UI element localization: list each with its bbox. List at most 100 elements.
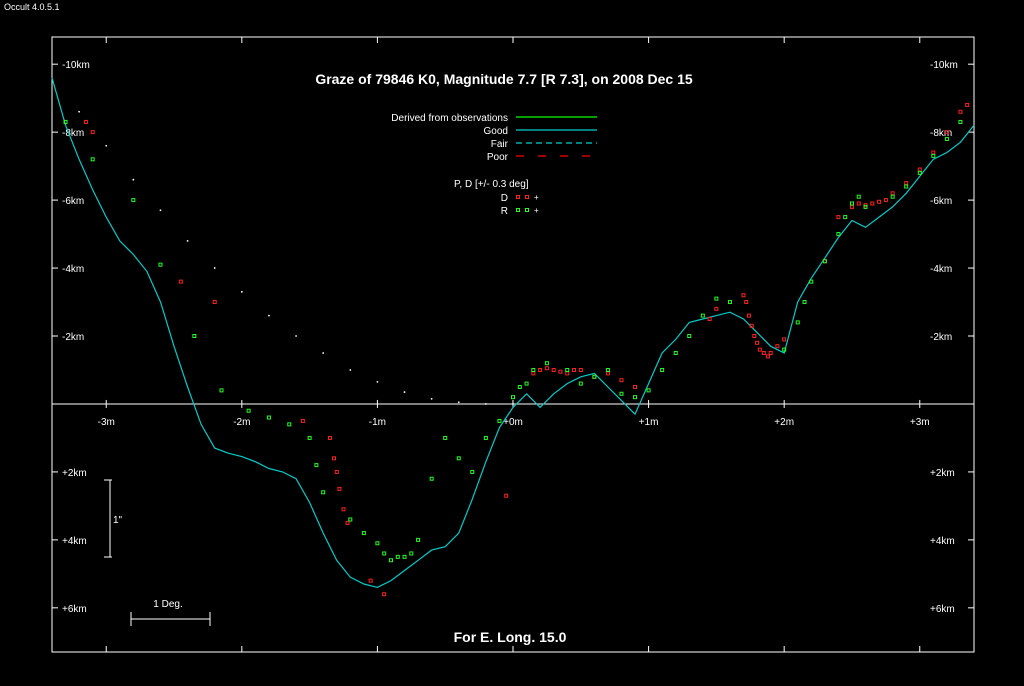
point-R xyxy=(822,259,827,264)
x-tick-label: +3m xyxy=(910,417,930,428)
x-tick-label: +1m xyxy=(639,417,659,428)
point-R xyxy=(531,367,536,372)
point-D xyxy=(904,181,909,186)
point-D xyxy=(757,347,762,352)
y-tick-label-right: +4km xyxy=(930,536,955,547)
point-D xyxy=(870,201,875,206)
point-R xyxy=(544,361,549,366)
point-D xyxy=(334,469,339,474)
point-D xyxy=(332,456,337,461)
point-D xyxy=(744,300,749,305)
point-D xyxy=(931,150,936,155)
x-tick-label: -1m xyxy=(369,417,386,428)
point-D xyxy=(856,201,861,206)
point-D xyxy=(836,215,841,220)
point-R xyxy=(687,334,692,339)
point-R xyxy=(266,415,271,420)
legend: Derived from observations Good Fair Poor P, … xyxy=(391,113,597,217)
limb-profile-layer xyxy=(51,77,975,589)
point-R xyxy=(843,215,848,220)
point-D xyxy=(178,279,183,284)
point-R xyxy=(958,119,963,124)
point-D xyxy=(965,102,970,107)
y-tick-label-left: -4km xyxy=(62,264,84,275)
point-D xyxy=(958,109,963,114)
point-R xyxy=(565,367,570,372)
point-D xyxy=(746,313,751,318)
y-tick-label-left: +4km xyxy=(62,536,87,547)
point-R xyxy=(456,456,461,461)
legend-line-label: Poor xyxy=(487,152,509,163)
point-D xyxy=(538,367,543,372)
point-D xyxy=(368,578,373,583)
point-D xyxy=(504,493,509,498)
y-tick-label-left: -8km xyxy=(62,128,84,139)
y-tick-label-right: -10km xyxy=(930,60,958,71)
y-tick-label-left: -6km xyxy=(62,196,84,207)
point-D xyxy=(755,340,760,345)
point-R xyxy=(524,381,529,386)
point-R xyxy=(219,388,224,393)
point-D xyxy=(782,337,787,342)
point-D xyxy=(300,418,305,423)
center-track-dot xyxy=(484,403,487,405)
y-tick-label-right: -6km xyxy=(930,196,952,207)
legend-line-label: Fair xyxy=(491,139,509,150)
point-R xyxy=(782,347,787,352)
y-tick-label-left: -10km xyxy=(62,60,90,71)
point-D xyxy=(382,592,387,597)
point-R xyxy=(700,313,705,318)
point-D xyxy=(633,384,638,389)
x-tick-label: -2m xyxy=(233,417,250,428)
center-track-dot xyxy=(376,380,379,383)
legend-line-label: Good xyxy=(484,126,508,137)
center-track-dot xyxy=(78,110,81,113)
center-track-dot xyxy=(322,352,325,354)
point-R xyxy=(409,551,414,556)
point-R xyxy=(849,201,854,206)
point-R xyxy=(395,554,400,559)
horizontal-scale-bar: 1 Deg. xyxy=(130,599,211,626)
point-R xyxy=(836,232,841,237)
x-tick-label: +0m xyxy=(503,417,523,428)
y-tick-label-left: +6km xyxy=(62,604,87,615)
point-R xyxy=(131,198,136,203)
vertical-scale-bar: 1" xyxy=(104,479,123,558)
chart-footer: For E. Long. 15.0 xyxy=(454,629,567,645)
point-D xyxy=(83,119,88,124)
legend-marker-plus: + xyxy=(534,206,539,215)
legend-marker-swatch xyxy=(516,195,520,199)
point-R xyxy=(307,435,312,440)
center-track-dot xyxy=(349,369,352,371)
point-R xyxy=(388,558,393,563)
point-D xyxy=(531,371,536,376)
x-tick-label: -3m xyxy=(98,417,115,428)
point-D xyxy=(572,367,577,372)
point-D xyxy=(337,486,342,491)
center-track-dot xyxy=(213,267,216,269)
point-D xyxy=(341,507,346,512)
point-R xyxy=(619,391,624,396)
point-D xyxy=(877,199,882,204)
y-tick-label-right: -8km xyxy=(930,128,952,139)
center-track-layer xyxy=(78,110,514,405)
point-R xyxy=(809,279,814,284)
point-R xyxy=(727,300,732,305)
point-R xyxy=(633,395,638,400)
point-D xyxy=(619,378,624,383)
y-tick-label-right: +2km xyxy=(930,468,955,479)
point-D xyxy=(212,300,217,305)
point-D xyxy=(551,367,556,372)
point-D xyxy=(714,306,719,311)
point-R xyxy=(192,334,197,339)
legend-marker-plus: + xyxy=(534,193,539,202)
point-R xyxy=(321,490,326,495)
point-D xyxy=(765,354,770,359)
point-D xyxy=(768,350,773,355)
point-D xyxy=(749,323,754,328)
app-version-label: Occult 4.0.5.1 xyxy=(4,2,60,12)
point-R xyxy=(443,435,448,440)
point-R xyxy=(931,153,936,158)
point-D xyxy=(327,435,332,440)
y-tick-label-left: -2km xyxy=(62,332,84,343)
